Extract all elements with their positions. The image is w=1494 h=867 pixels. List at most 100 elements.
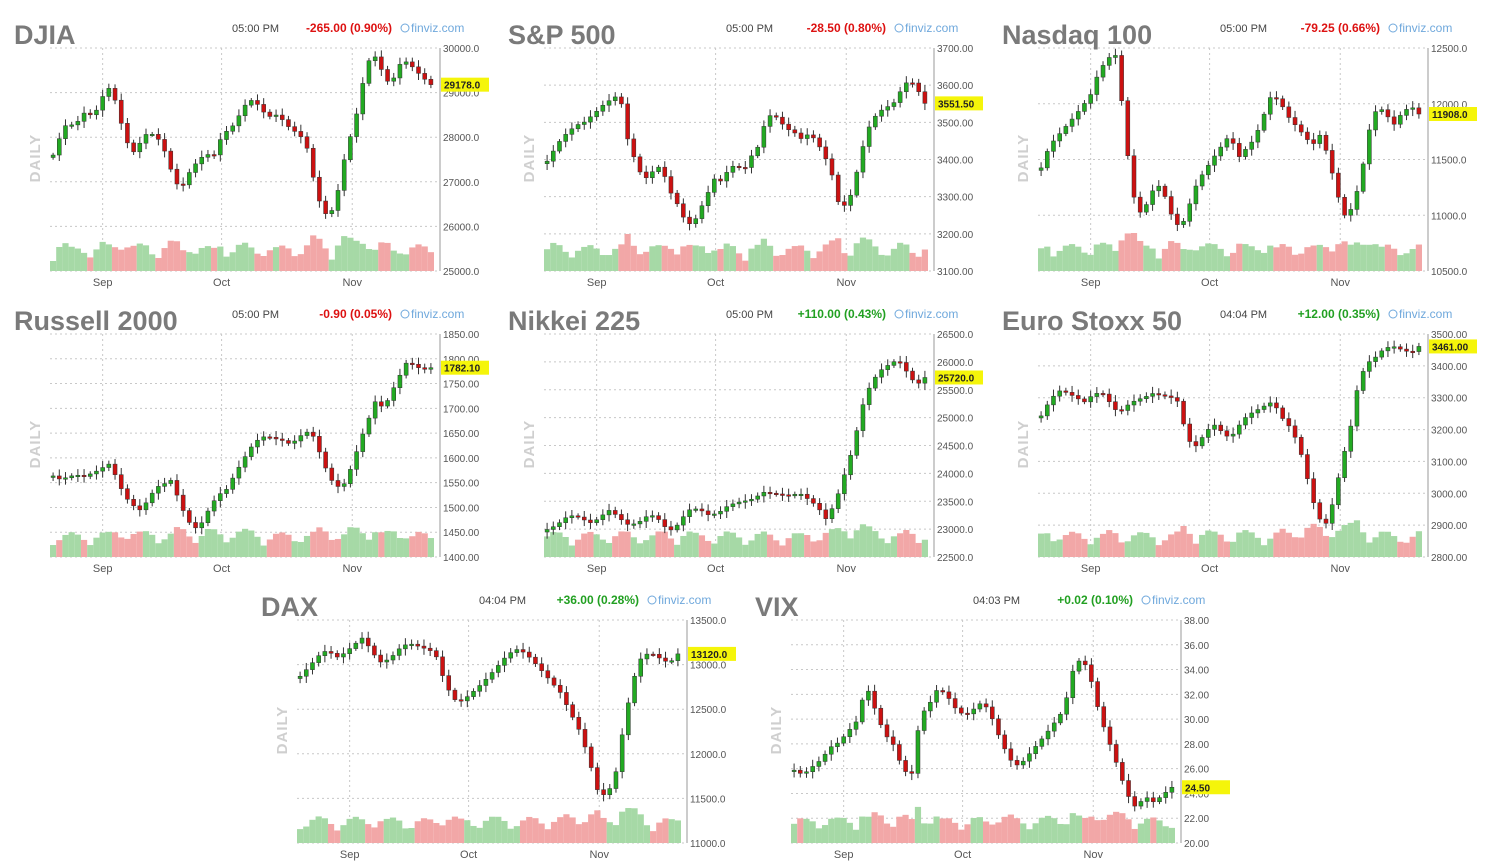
candle: [1329, 150, 1335, 174]
source-link[interactable]: finviz.com: [1399, 21, 1452, 35]
candle: [335, 190, 341, 211]
volume-bar: [1143, 532, 1150, 557]
volume-bar: [1186, 533, 1193, 557]
source-link[interactable]: finviz.com: [1152, 593, 1205, 607]
change-value: -79.25 (0.66%): [1301, 21, 1380, 35]
volume-bar: [538, 823, 545, 843]
volume-bar: [1397, 255, 1404, 271]
candle: [965, 712, 970, 715]
y-tick-label: 29000.0: [443, 89, 480, 100]
source-link[interactable]: finviz.com: [411, 307, 464, 321]
volume-bar: [384, 530, 391, 557]
volume-bar: [945, 818, 953, 843]
chart-vix: 38.00 36.00 34.00 32.00 30.00 28.00 26.00 24.00…: [755, 592, 1230, 861]
candle: [897, 744, 902, 761]
volume-bar: [896, 816, 903, 843]
candle: [1416, 346, 1422, 352]
candle: [211, 154, 217, 157]
volume-bar: [403, 538, 410, 557]
candle: [329, 467, 335, 481]
volume-bar: [384, 242, 391, 271]
candle: [69, 475, 74, 479]
change-value: -28.50 (0.80%): [807, 21, 886, 35]
candle: [663, 657, 668, 662]
volume-bar: [309, 819, 316, 843]
y-tick-label: 25500.0: [937, 386, 974, 397]
volume-bar: [1347, 244, 1354, 271]
candle: [576, 717, 582, 730]
volume-bar: [649, 535, 656, 557]
y-tick-label: 11000.0: [1431, 211, 1467, 222]
chart-s-p-500: 3700.00 3600.00 3500.00 3400.00 3300.00 3200.…: [508, 20, 983, 289]
volume-bar: [1026, 829, 1033, 843]
candle: [804, 134, 810, 139]
candle: [1311, 478, 1316, 503]
volume-bar: [562, 537, 569, 557]
source-link[interactable]: finviz.com: [1399, 307, 1452, 321]
volume-bar: [161, 248, 168, 271]
volume-bar: [93, 249, 100, 271]
y-tick-label: 1800.00: [443, 355, 480, 366]
volume-bar: [612, 536, 619, 557]
candle: [1175, 213, 1180, 225]
candle: [1255, 409, 1261, 414]
candle: [718, 178, 723, 182]
source-link[interactable]: finviz.com: [905, 21, 958, 35]
volume-bar: [248, 247, 255, 271]
candle: [1126, 780, 1131, 797]
candle: [50, 154, 56, 158]
candle: [897, 361, 903, 364]
source-link[interactable]: finviz.com: [905, 307, 958, 321]
volume-bar: [402, 828, 409, 843]
volume-bar: [878, 254, 885, 271]
candle: [323, 451, 328, 469]
volume-bar: [791, 823, 798, 843]
volume-bar: [779, 545, 786, 557]
volume-bar: [513, 826, 520, 843]
volume-bar: [260, 256, 267, 271]
volume-bar: [242, 242, 249, 271]
candle: [193, 163, 198, 173]
y-tick-label: 27000.0: [443, 178, 480, 189]
candle: [1051, 395, 1056, 406]
volume-bar: [341, 236, 348, 271]
volume-bar: [415, 244, 422, 271]
candle: [310, 662, 315, 670]
candle: [1113, 55, 1118, 58]
candle: [1398, 346, 1403, 350]
candle: [199, 522, 205, 529]
candle: [242, 456, 248, 468]
volume-bar: [149, 254, 156, 271]
volume-bar: [970, 817, 977, 843]
volume-bar: [359, 243, 366, 271]
source-link[interactable]: finviz.com: [658, 593, 711, 607]
volume-bar: [80, 252, 88, 271]
source-link[interactable]: finviz.com: [411, 21, 464, 35]
volume-bar: [334, 538, 342, 557]
candle: [1298, 437, 1304, 455]
volume-bar: [557, 817, 564, 843]
volume-bar: [686, 244, 693, 271]
finviz-logo-icon: [1141, 595, 1151, 605]
volume-bar: [254, 253, 261, 271]
candle: [1199, 437, 1205, 447]
y-tick-label: 28000.0: [443, 133, 480, 144]
y-tick-label: 26.00: [1184, 765, 1209, 776]
last-price: 24.50: [1185, 783, 1210, 794]
volume-bar: [550, 242, 557, 271]
candle: [180, 183, 186, 186]
candle: [205, 510, 211, 524]
candle: [137, 142, 143, 153]
volume-bar: [1050, 541, 1057, 557]
volume-bar: [952, 822, 959, 843]
candle: [1064, 697, 1069, 715]
volume-bar: [1279, 244, 1286, 271]
change-value: +36.00 (0.28%): [557, 593, 639, 607]
candle: [643, 171, 649, 179]
volume-bar: [1082, 817, 1089, 843]
volume-bar: [56, 540, 63, 557]
candle: [348, 136, 353, 161]
volume-bar: [1298, 537, 1305, 557]
volume-bar: [853, 530, 860, 557]
volume-bar: [80, 539, 88, 557]
